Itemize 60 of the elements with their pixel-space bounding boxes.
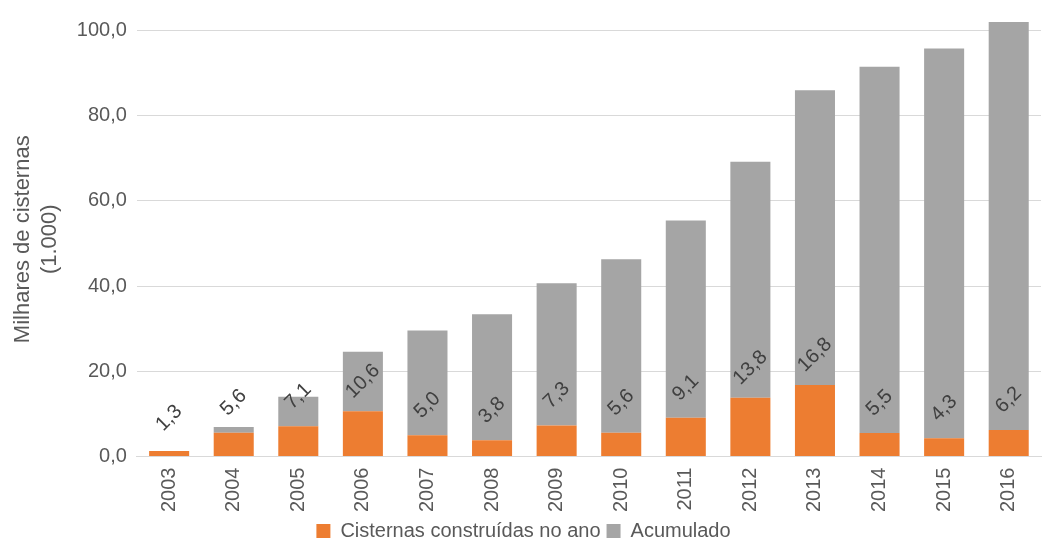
- x-tick-label: 2012: [737, 467, 760, 513]
- x-tick-label: 2003: [156, 467, 179, 513]
- x-tick-label: 2008: [479, 467, 502, 513]
- bar: [794, 90, 835, 385]
- x-tick-label: 2004: [221, 467, 244, 513]
- data-label: 4,3: [925, 389, 961, 425]
- x-tick-label: 2007: [414, 467, 437, 513]
- bar: [278, 426, 319, 457]
- x-tick-label: 2011: [673, 467, 696, 511]
- bar: [407, 435, 448, 457]
- y-tick-label: 0,0: [99, 444, 127, 467]
- x-tick-label: 2010: [608, 467, 631, 513]
- bar: [665, 417, 706, 457]
- y-tick-label: 20,0: [87, 358, 127, 381]
- data-label: 6,2: [990, 381, 1026, 417]
- y-tick-label: 100,0: [76, 18, 127, 41]
- bar: [924, 48, 965, 439]
- legend-label: Cisternas construídas no ano: [340, 518, 601, 541]
- bar: [665, 220, 706, 418]
- legend-label: Acumulado: [630, 518, 731, 541]
- x-tick-label: 2006: [350, 467, 373, 513]
- bar: [730, 161, 771, 398]
- bar: [601, 259, 642, 433]
- bar: [601, 432, 642, 457]
- data-label: 1,3: [150, 399, 186, 435]
- data-label: 9,1: [667, 369, 703, 405]
- y-axis-title: Milhares de cisternas (1.000): [9, 135, 61, 344]
- bar: [924, 438, 965, 457]
- bar: [794, 384, 835, 457]
- bar: [536, 283, 577, 426]
- x-tick-label: 2013: [802, 467, 825, 513]
- y-tick-label: 80,0: [87, 103, 127, 126]
- bar: [213, 432, 254, 457]
- data-label: 16,8: [792, 332, 836, 376]
- data-label: 3,8: [473, 391, 509, 427]
- bar: [342, 411, 383, 457]
- data-label: 7,3: [537, 376, 574, 412]
- bar: [472, 440, 513, 457]
- bar: [213, 427, 254, 433]
- bar: [859, 433, 900, 457]
- bar: [536, 425, 577, 457]
- bar: [730, 397, 771, 457]
- y-tick-label: 60,0: [87, 188, 127, 211]
- x-tick-label: 2014: [867, 467, 890, 513]
- bar: [988, 430, 1029, 457]
- data-label: 5,6: [602, 383, 638, 420]
- y-tick-label: 40,0: [87, 273, 127, 296]
- data-label: 7,1: [279, 377, 315, 413]
- bar: [988, 22, 1029, 431]
- bar: [149, 450, 190, 457]
- data-label: 5,0: [408, 386, 445, 422]
- x-tick-label: 2009: [544, 467, 567, 513]
- x-tick-label: 2015: [931, 467, 954, 513]
- x-tick-label: 2016: [996, 467, 1019, 513]
- data-label: 5,6: [215, 383, 251, 420]
- x-tick-label: 2005: [285, 467, 308, 513]
- bar: [859, 66, 900, 434]
- bar: [407, 330, 448, 436]
- bar: [472, 314, 513, 441]
- data-label: 5,5: [860, 384, 897, 420]
